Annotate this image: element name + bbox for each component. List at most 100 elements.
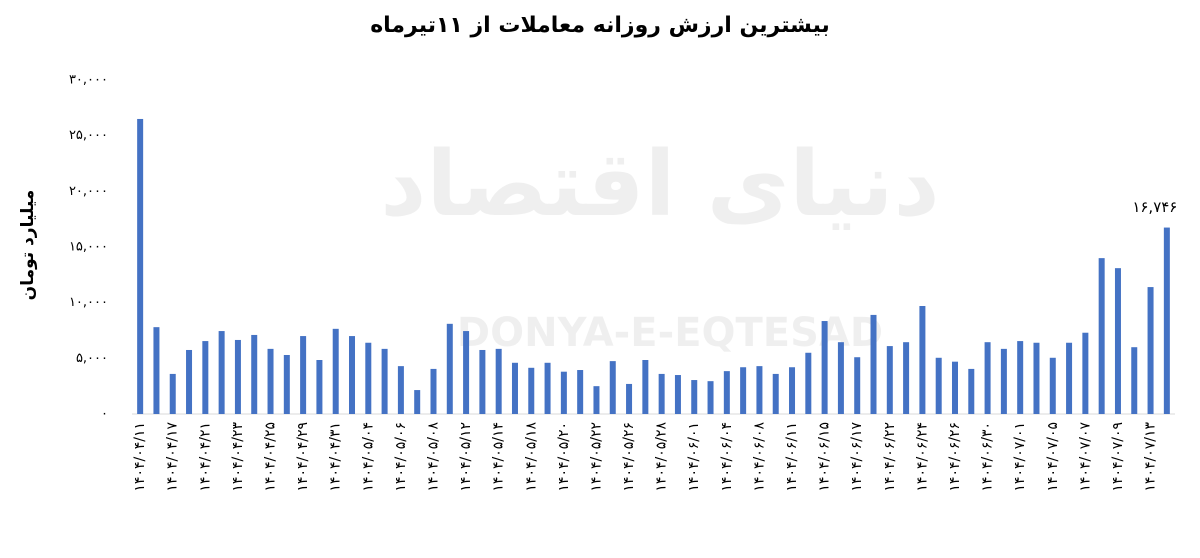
bar [1131,347,1138,414]
x-tick-label: ۱۴۰۴/۰۴/۱۷ [165,422,181,492]
x-tick-label: ۱۴۰۴/۰۶/۰۸ [751,422,767,492]
bar [528,367,535,414]
bar [723,371,730,414]
bar [626,383,633,414]
bar [919,306,926,414]
x-tick-label: ۱۴۰۴/۰۵/۲۰ [556,422,572,492]
bar [821,321,828,414]
bar [446,323,453,414]
bar [349,336,356,414]
bar [414,390,421,414]
bar [332,328,339,414]
bar [397,366,404,414]
x-tick-label: ۱۴۰۴/۰۷/۰۱ [1012,422,1028,492]
chart-title: بیشترین ارزش روزانه معاملات از ۱۱تیرماه [370,13,830,38]
bar [935,357,942,414]
bar [316,360,323,414]
x-tick-label: ۱۴۰۴/۰۴/۱۱ [132,422,148,492]
bar [153,327,160,414]
x-tick-label: ۱۴۰۴/۰۵/۲۲ [588,422,604,492]
bar [870,314,877,414]
x-tick-label: ۱۴۰۴/۰۴/۳۱ [328,422,344,492]
bar [642,360,649,414]
bar [772,373,779,414]
y-tick-label: ۲۰,۰۰۰ [69,184,108,199]
bar [1066,342,1073,414]
bar [903,342,910,414]
x-tick-label: ۱۴۰۴/۰۴/۲۱ [197,422,213,492]
y-tick-label: ۵,۰۰۰ [76,351,108,366]
y-tick-label: ۰ [101,407,108,422]
bar [577,370,584,414]
x-tick-label: ۱۴۰۴/۰۵/۲۶ [621,422,637,492]
x-tick-label: ۱۴۰۴/۰۶/۱۷ [849,422,865,492]
bar [495,348,502,414]
x-tick-label: ۱۴۰۴/۰۶/۱۵ [817,422,833,492]
watermark-latin: DONYA-E-EQTESAD [457,310,883,356]
y-tick-label: ۱۰,۰۰۰ [69,295,108,310]
bar [1114,268,1121,414]
bar [169,373,176,414]
bar [283,354,290,414]
y-tick-label: ۳۰,۰۰۰ [69,73,108,88]
bar [186,349,193,414]
bar [951,361,958,414]
x-tick-label: ۱۴۰۴/۰۶/۰۱ [686,422,702,492]
bar [267,348,274,414]
bar [560,371,567,414]
bar [805,352,812,414]
x-tick-label: ۱۴۰۴/۰۷/۱۳ [1143,422,1159,492]
x-tick-label: ۱۴۰۴/۰۴/۲۳ [230,422,246,492]
bar [707,381,714,414]
x-tick-label: ۱۴۰۴/۰۶/۳۰ [980,422,996,492]
x-tick-label: ۱۴۰۴/۰۶/۲۶ [947,422,963,492]
bar [658,373,665,414]
y-tick-label: ۱۵,۰۰۰ [69,240,108,255]
value-label: ۱۶,۷۴۶ [1132,198,1177,216]
bar [511,362,518,414]
bar [609,361,616,414]
bar [1098,258,1105,414]
bar [854,357,861,414]
bar [430,368,437,414]
watermark: دنیای اقتصاد [380,132,940,237]
y-axis-label: میلیارد تومان [18,190,38,301]
bar [886,346,893,414]
bar [984,342,991,414]
y-tick-label: ۲۵,۰۰۰ [69,128,108,143]
bar [593,386,600,414]
x-tick-label: ۱۴۰۴/۰۵/۱۴ [491,422,507,492]
bar [1147,287,1154,414]
bar [218,331,225,414]
bar [300,336,307,414]
x-tick-label: ۱۴۰۴/۰۷/۰۷ [1077,422,1093,492]
x-tick-label: ۱۴۰۴/۰۵/۲۸ [654,422,670,492]
x-tick-label: ۱۴۰۴/۰۴/۲۹ [295,422,311,492]
x-tick-label: ۱۴۰۴/۰۶/۲۲ [882,422,898,492]
bar [789,367,796,414]
bar [479,349,486,414]
bar [1017,341,1024,414]
bar [234,339,241,414]
x-tick-label: ۱۴۰۴/۰۵/۱۸ [523,422,539,492]
bar [544,362,551,414]
x-tick-label: ۱۴۰۴/۰۶/۰۴ [719,422,735,492]
x-tick-label: ۱۴۰۴/۰۵/۰۶ [393,422,409,492]
x-tick-label: ۱۴۰۴/۰۵/۱۲ [458,422,474,492]
bar [968,368,975,414]
bar [1033,342,1040,414]
bar [837,342,844,414]
bar [251,334,258,414]
bar [691,380,698,414]
bar [1082,332,1089,414]
bar [756,366,763,414]
x-tick-label: ۱۴۰۴/۰۶/۱۱ [784,422,800,492]
x-tick-label: ۱۴۰۴/۰۷/۰۵ [1045,422,1061,492]
x-tick-label: ۱۴۰۴/۰۵/۰۸ [425,422,441,492]
bar [365,342,372,414]
x-tick-label: ۱۴۰۴/۰۵/۰۴ [360,422,376,492]
bar [381,348,388,414]
bar [1049,357,1056,414]
x-tick-label: ۱۴۰۴/۰۴/۲۵ [263,422,279,492]
